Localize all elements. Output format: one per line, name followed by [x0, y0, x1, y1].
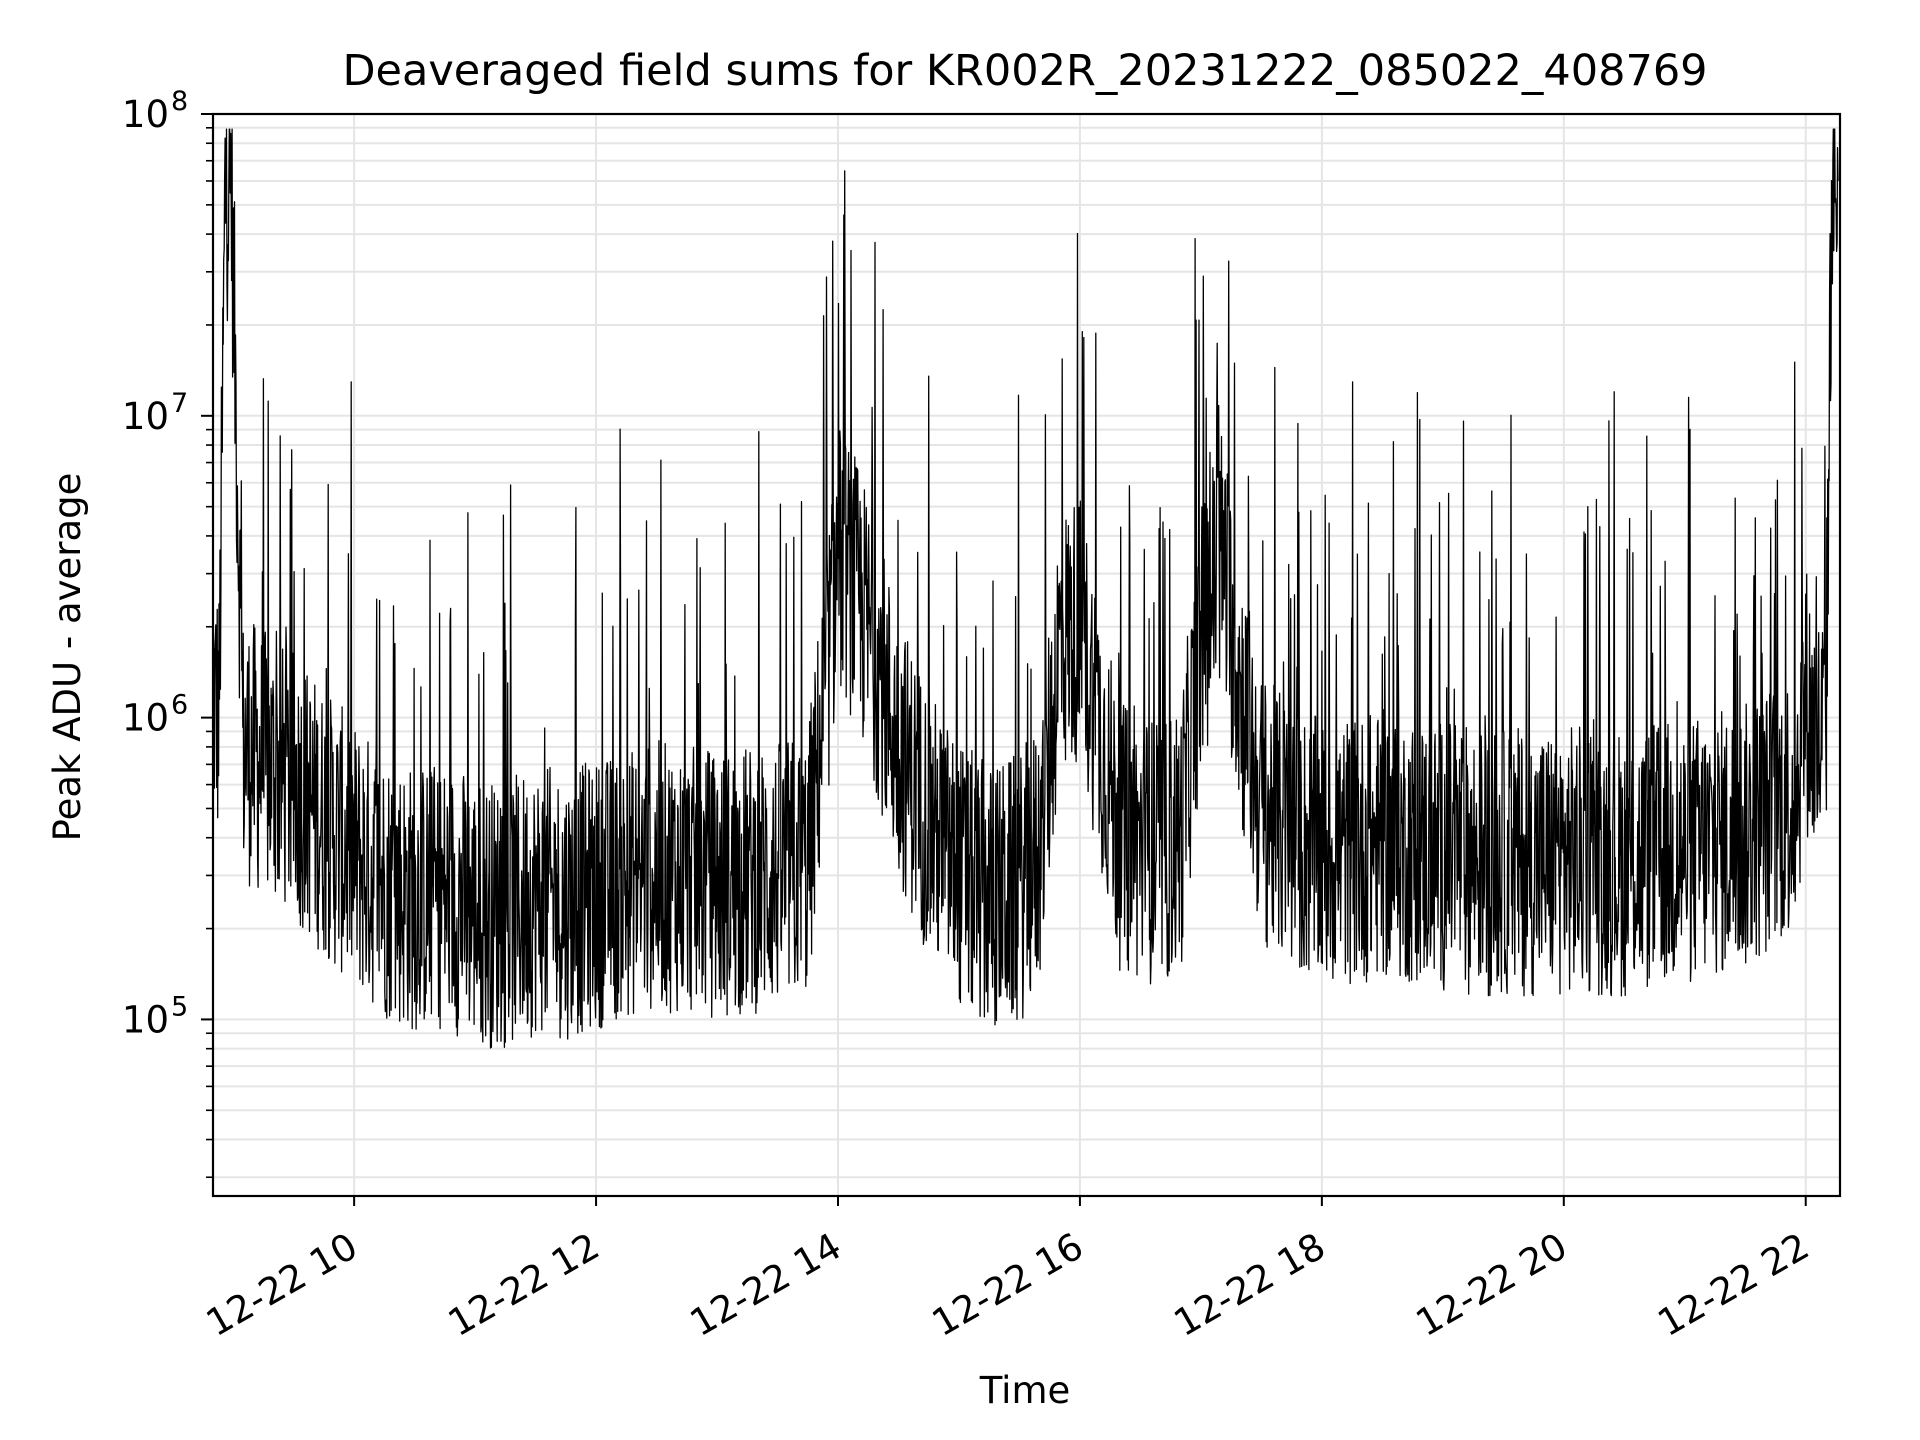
- y-tick-label: 10: [122, 998, 169, 1041]
- plot-frame: [211, 112, 1842, 1198]
- y-tick-label: 10: [122, 395, 169, 438]
- y-tick-label: 10: [122, 93, 169, 136]
- series-layer: [212, 128, 1839, 1049]
- y-tick-exponent: 5: [171, 991, 188, 1022]
- y-tick-exponent: 6: [171, 690, 188, 721]
- series-line: [212, 128, 1839, 1049]
- y-tick-label: 10: [122, 697, 169, 740]
- y-tick-exponent: 7: [171, 388, 188, 419]
- chart-title: Deaveraged field sums for KR002R_2023122…: [342, 46, 1707, 96]
- y-axis-label: Peak ADU - average: [46, 473, 89, 842]
- x-axis-label: Time: [979, 1369, 1071, 1412]
- y-tick-exponent: 8: [171, 86, 188, 117]
